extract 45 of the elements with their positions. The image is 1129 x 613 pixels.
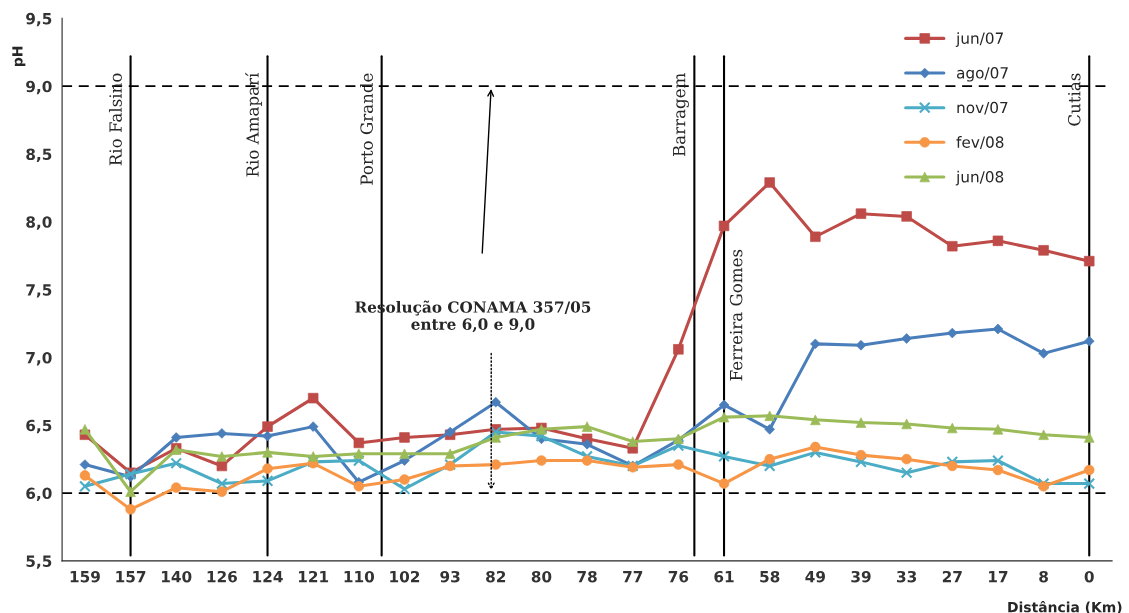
legend-label: jun/08 [955, 170, 1004, 186]
y-axis-title: pH [12, 46, 26, 66]
x-tick-label: 8 [1039, 570, 1048, 583]
x-tick-label: 39 [851, 570, 871, 583]
legend-label: jun/07 [955, 32, 1003, 47]
ref-line-label: Cutias [1067, 73, 1081, 126]
y-tick-label: 6,5 [26, 419, 52, 434]
x-tick-label: 82 [486, 570, 506, 583]
x-tick-label: 27 [942, 570, 962, 583]
x-tick-label: 77 [623, 571, 643, 583]
legend-label: ago/07 [956, 67, 1008, 82]
x-tick-label: 58 [760, 570, 780, 583]
x-tick-label: 121 [298, 570, 329, 583]
annotation: Barragem [673, 73, 689, 157]
x-tick-label: 93 [440, 570, 460, 583]
y-tick-label: 9,5 [26, 12, 52, 27]
y-tick-label: 8,5 [26, 148, 52, 162]
x-tick-label: 126 [207, 570, 237, 583]
x-tick-label: 78 [577, 570, 597, 583]
ref-line-label: Rio Falsino [108, 73, 122, 166]
x-tick-label: 49 [805, 570, 825, 583]
x-tick-label: 80 [531, 570, 552, 583]
x-axis-title: Distância (Km) [1008, 601, 1122, 613]
x-tick-label: 124 [253, 570, 283, 583]
x-tick-label: 61 [714, 570, 734, 583]
x-tick-label: 0 [1084, 570, 1094, 583]
x-tick-label: 159 [70, 570, 100, 583]
ref-line-label: Rio Amaparí [245, 72, 263, 177]
legend-label: nov/07 [957, 101, 1008, 115]
annotation: Porto Grande [360, 73, 373, 185]
y-tick-label: 5,5 [26, 555, 52, 569]
x-tick-label: 110 [344, 570, 375, 583]
x-tick-label: 102 [390, 570, 420, 583]
y-tick-label: 7,5 [26, 284, 52, 298]
y-tick-label: 8,0 [26, 216, 52, 230]
x-tick-label: 17 [989, 571, 1008, 583]
legend-label: fev/08 [956, 136, 1004, 150]
x-tick-label: 157 [116, 571, 146, 583]
ref-line-label: Ferreira Gomes [729, 249, 743, 381]
x-tick-label: 76 [668, 570, 689, 583]
x-tick-label: 33 [897, 570, 917, 583]
y-tick-label: 9,0 [26, 80, 52, 95]
x-tick-label: 140 [162, 570, 192, 583]
y-tick-label: 7,0 [26, 351, 52, 366]
y-tick-label: 6,0 [26, 487, 52, 502]
